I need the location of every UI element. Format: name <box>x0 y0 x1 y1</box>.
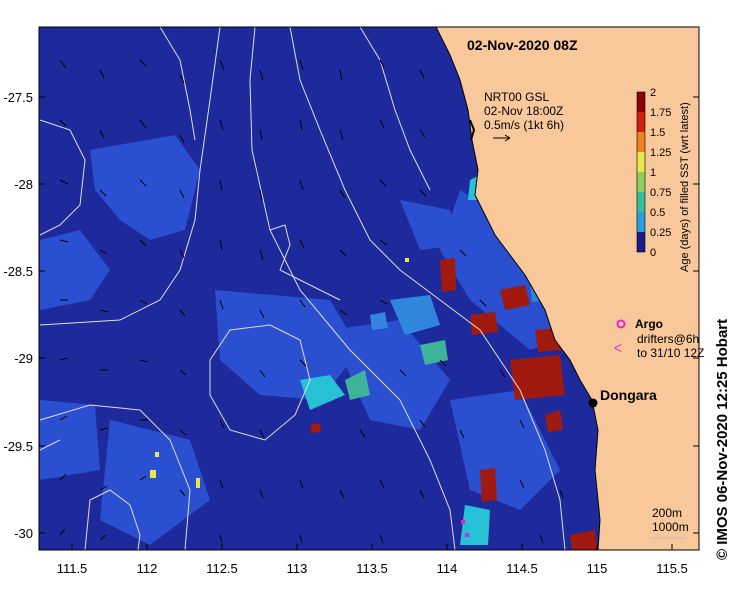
colorbar-tick: 0.25 <box>650 227 671 239</box>
colorbar-seg <box>637 152 645 172</box>
drifters-label-line2: to 31/10 12Z <box>637 346 704 360</box>
y-tick-label: -27.5 <box>3 90 33 105</box>
dongara-label: Dongara <box>600 387 657 403</box>
colorbar-tick: 0.5 <box>650 207 665 219</box>
colorbar-frame <box>636 91 646 253</box>
argo-icon <box>616 319 626 329</box>
colorbar-tick: 2 <box>650 87 656 99</box>
x-tick-label: 114 <box>437 561 458 576</box>
contour-legend: 200m 1000m <box>650 506 689 539</box>
y-axis-labels: -27.5 -28 -28.5 -29 -29.5 -30 <box>3 90 33 541</box>
drifter-tracks <box>461 520 469 537</box>
x-tick-label: 112 <box>137 561 158 576</box>
x-tick-label: 114.5 <box>506 561 538 576</box>
colorbar-seg <box>637 92 645 112</box>
product-note-line3: 0.5m/s (1kt 6h) <box>484 118 564 132</box>
y-tick-label: -28.5 <box>3 264 33 279</box>
y-tick-label: -29.5 <box>3 439 33 454</box>
contour-lines <box>39 27 566 550</box>
contour-legend-200m: 200m <box>652 506 682 520</box>
colorbar-seg <box>637 212 645 232</box>
x-tick-label: 115 <box>587 561 608 576</box>
x-tick-label: 111.5 <box>57 561 88 576</box>
colorbar-tick: 1.5 <box>650 127 665 139</box>
product-note: NRT00 GSL 02-Nov 18:00Z 0.5m/s (1kt 6h) <box>484 90 564 142</box>
drifters-label-line1: drifters@6h <box>637 332 699 346</box>
colorbar-seg <box>637 112 645 132</box>
drifter-icon: ᐸ <box>614 343 622 355</box>
platform-legend: Argo drifters@6h ᐸ to 31/10 12Z <box>614 317 704 360</box>
argo-label: Argo <box>635 317 663 331</box>
contour-legend-1000m: 1000m <box>652 520 689 534</box>
red-patches <box>310 258 597 550</box>
x-tick-label: 115.5 <box>656 561 688 576</box>
colorbar-tick: 0 <box>650 247 656 259</box>
axis-ticks <box>39 96 699 550</box>
land <box>435 27 699 550</box>
colorbar: 2 1.75 1.5 1.25 1 0.75 0.5 0.25 0 Age (d… <box>636 87 691 272</box>
y-tick-label: -29 <box>14 351 33 366</box>
product-note-line1: NRT00 GSL <box>484 90 549 104</box>
colorbar-seg <box>637 192 645 212</box>
plot-frame <box>38 26 700 551</box>
yellow-patches <box>150 258 409 488</box>
colorbar-tick: 1 <box>650 167 656 179</box>
y-tick-label: -28 <box>14 177 33 192</box>
colorbar-seg <box>637 232 645 252</box>
colorbar-tick: 1.75 <box>650 107 671 119</box>
product-note-line2: 02-Nov 18:00Z <box>484 104 563 118</box>
colorbar-seg <box>637 132 645 152</box>
colorbar-tick: 0.75 <box>650 187 671 199</box>
colorbar-seg <box>637 172 645 192</box>
y-tick-label: -30 <box>14 526 33 541</box>
coastline-detail <box>469 119 476 141</box>
colorbar-label: Age (days) of filled SST (wrt latest) <box>679 102 691 272</box>
x-tick-label: 112.5 <box>206 561 238 576</box>
x-tick-label: 113.5 <box>356 561 388 576</box>
dongara-marker: Dongara <box>588 387 657 408</box>
town-dot-icon <box>588 398 598 408</box>
current-vectors <box>59 59 564 544</box>
x-tick-label: 113 <box>287 561 308 576</box>
x-axis-labels: 111.5 112 112.5 113 113.5 114 114.5 115 … <box>57 561 688 576</box>
credit-text: © IMOS 06-Nov-2020 12:25 Hobart <box>714 318 731 560</box>
reference-arrow-icon <box>493 134 511 142</box>
colorbar-tick: 1.25 <box>650 147 671 159</box>
map-title: 02-Nov-2020 08Z <box>467 37 578 53</box>
